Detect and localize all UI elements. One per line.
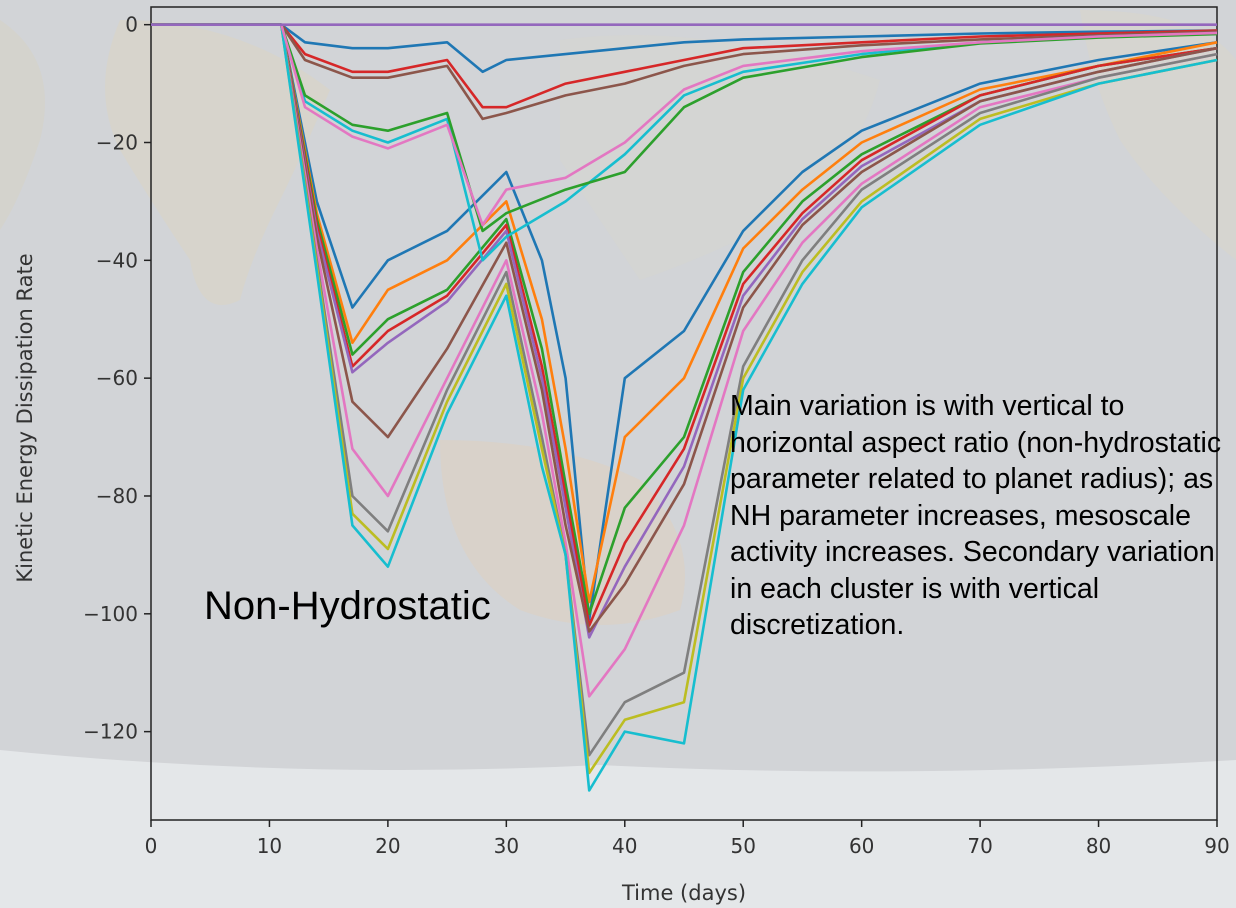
series-line-16 bbox=[151, 23, 1218, 227]
y-tick-label: −60 bbox=[96, 366, 138, 390]
x-tick-label: 20 bbox=[375, 834, 400, 858]
plot-frame bbox=[150, 6, 1218, 821]
x-tick-label: 0 bbox=[145, 834, 158, 858]
x-tick-label: 40 bbox=[612, 834, 637, 858]
x-tick-label: 90 bbox=[1204, 834, 1229, 858]
x-tick-label: 70 bbox=[967, 834, 992, 858]
series-line-11 bbox=[151, 23, 1218, 74]
y-tick-label: −120 bbox=[83, 720, 138, 744]
x-tick-label: 10 bbox=[257, 834, 282, 858]
series-line-7 bbox=[151, 23, 1218, 698]
y-tick-label: −40 bbox=[96, 248, 138, 272]
series-line-15 bbox=[151, 23, 1218, 233]
series-line-4 bbox=[151, 23, 1218, 627]
series-line-10 bbox=[151, 23, 1218, 792]
x-axis-label: Time (days) bbox=[621, 881, 746, 905]
x-tick-label: 50 bbox=[730, 834, 755, 858]
series-line-13 bbox=[151, 23, 1218, 121]
non-hydrostatic-annotation: Non-Hydrostatic bbox=[204, 584, 491, 628]
x-axis-ticks: 0 10 20 30 40 50 60 70 80 90 bbox=[145, 820, 1230, 858]
variation-note-annotation: Main variation is with vertical to horiz… bbox=[730, 390, 1222, 641]
y-axis-ticks: 0 −20 −40 −60 −80 −100 −120 bbox=[83, 13, 151, 744]
y-tick-label: −100 bbox=[83, 602, 138, 626]
series-line-2 bbox=[151, 23, 1218, 604]
series-line-1 bbox=[151, 23, 1218, 621]
x-tick-label: 80 bbox=[1086, 834, 1111, 858]
x-tick-label: 30 bbox=[494, 834, 519, 858]
series-line-14 bbox=[151, 23, 1218, 262]
series-line-6 bbox=[151, 23, 1218, 633]
series-line-12 bbox=[151, 23, 1218, 109]
x-tick-label: 60 bbox=[849, 834, 874, 858]
series-layer bbox=[151, 23, 1218, 792]
y-tick-label: −20 bbox=[96, 131, 138, 155]
y-tick-label: −80 bbox=[96, 484, 138, 508]
y-axis-label: Kinetic Energy Dissipation Rate bbox=[13, 253, 37, 582]
series-line-3 bbox=[151, 23, 1218, 616]
y-tick-label: 0 bbox=[125, 13, 138, 37]
